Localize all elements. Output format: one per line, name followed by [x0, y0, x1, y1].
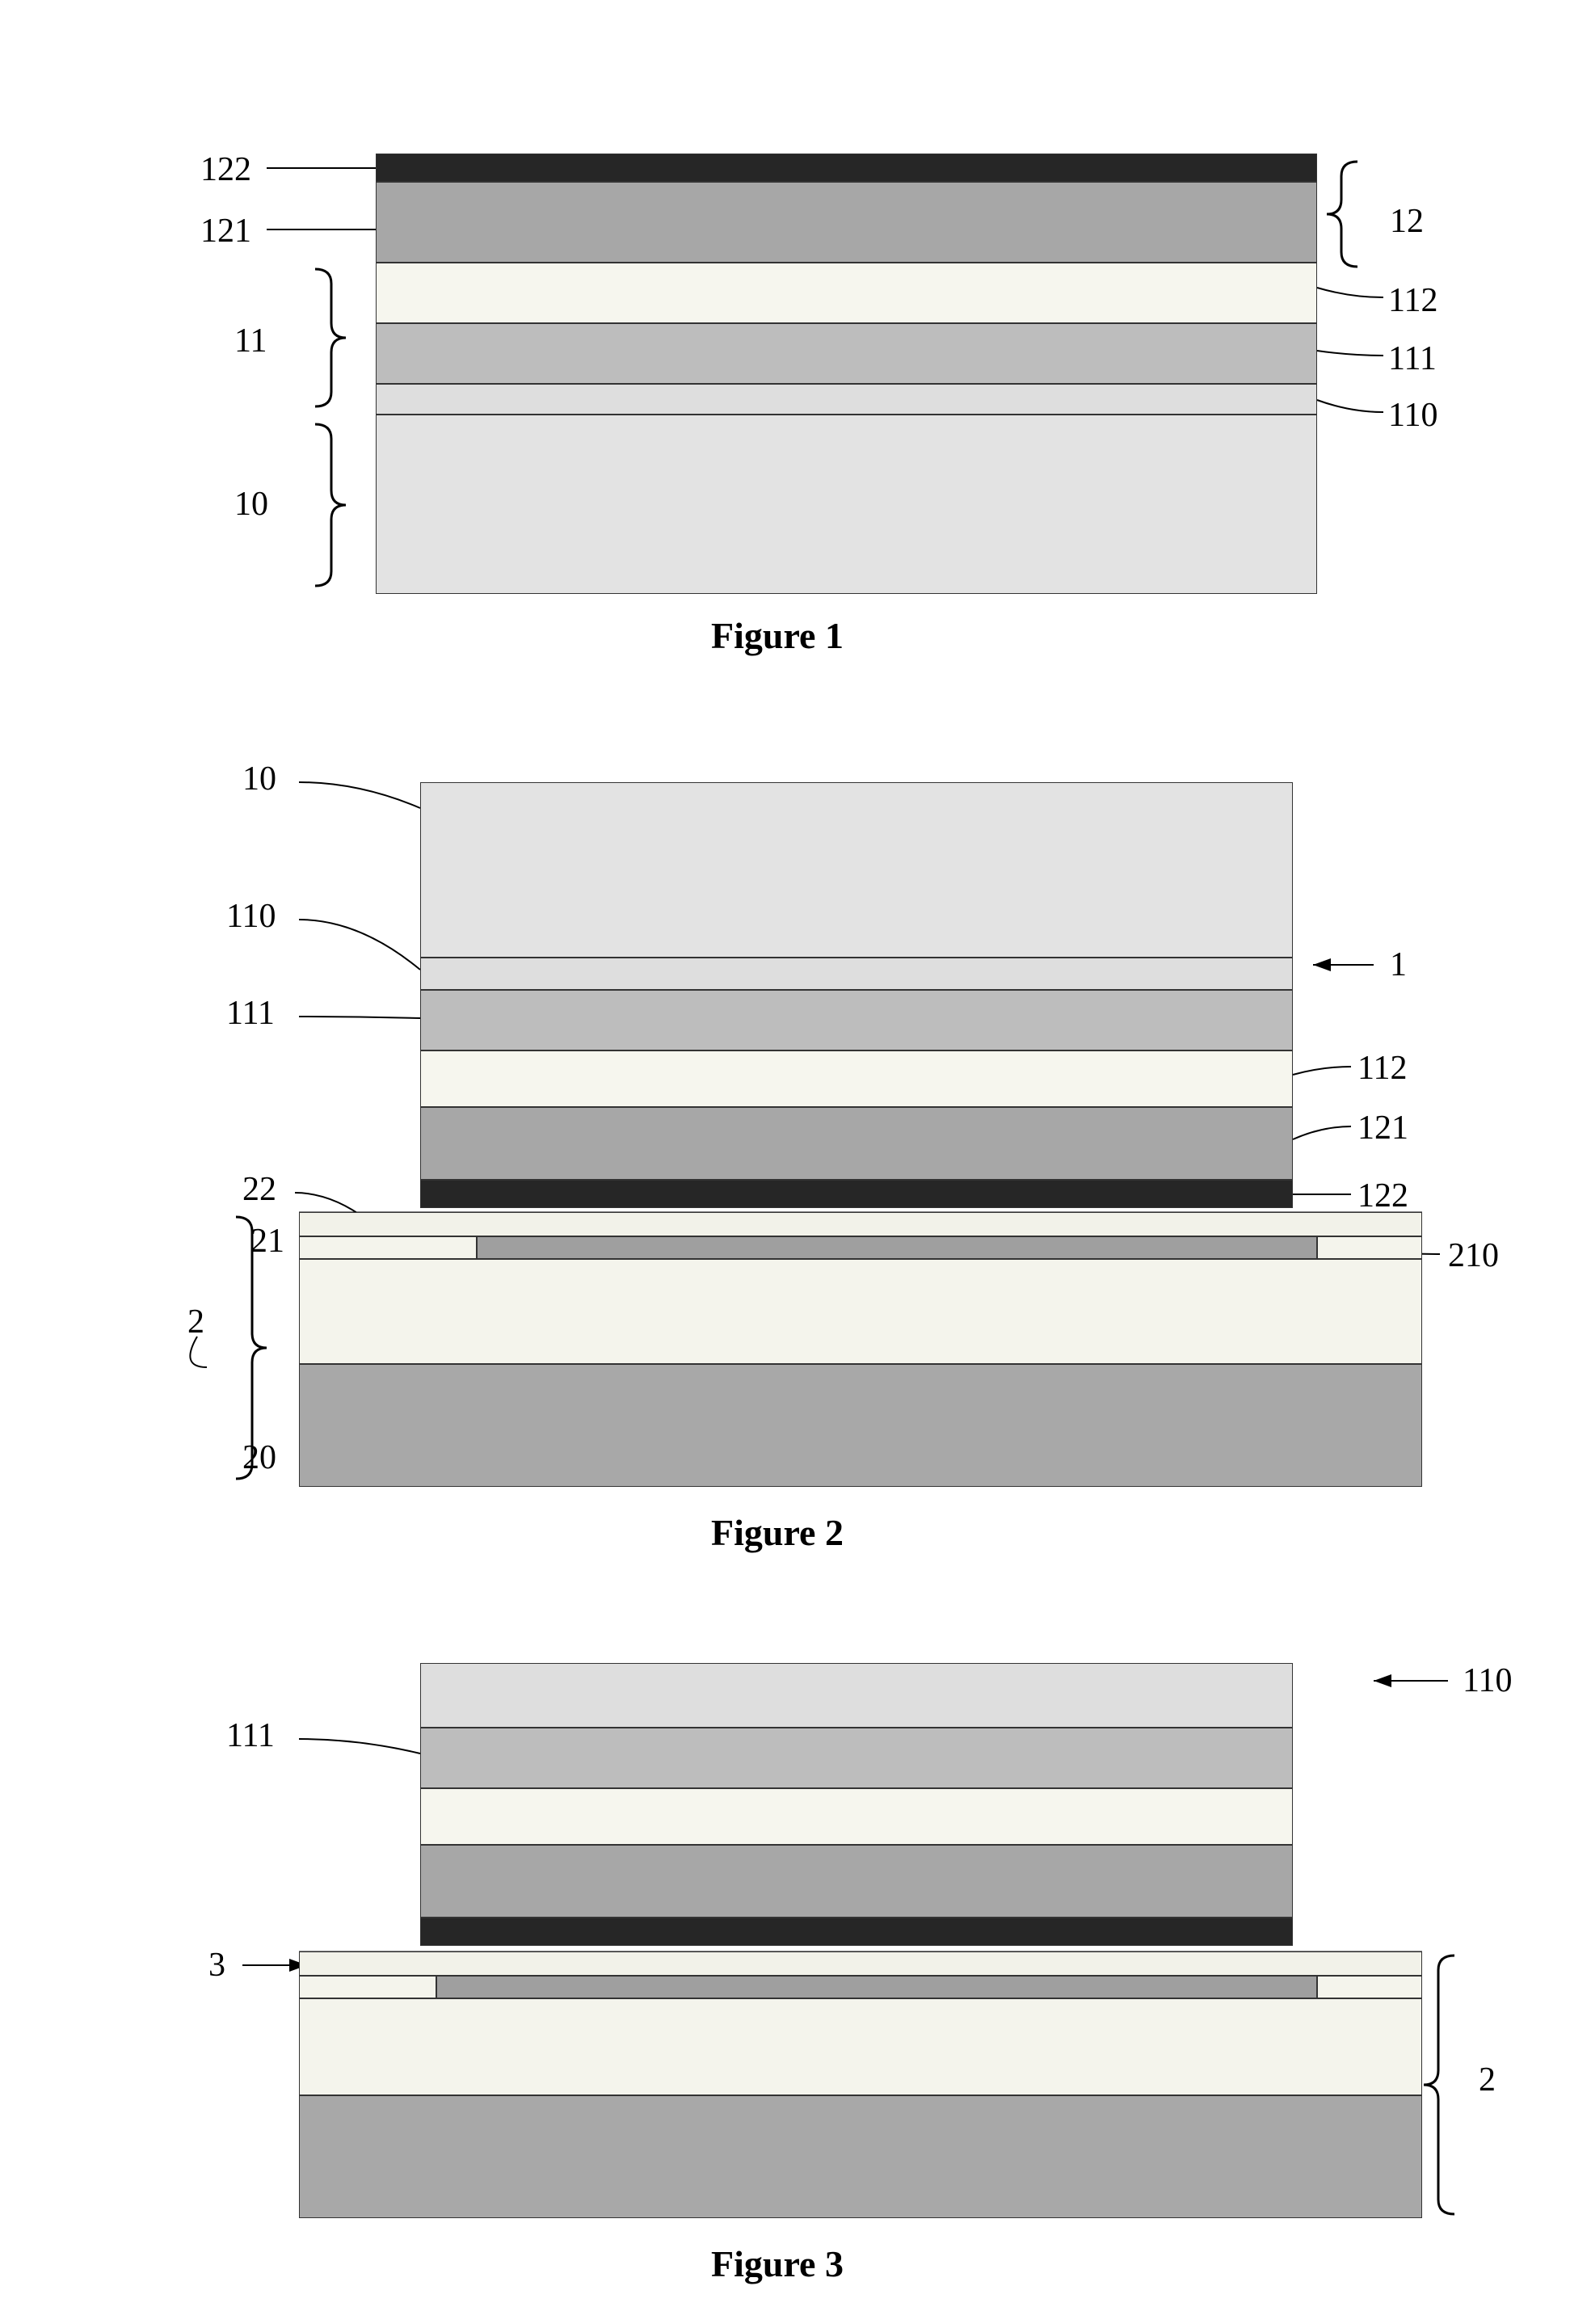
callout-label: 111: [1388, 339, 1437, 378]
layer-121: [420, 1845, 1293, 1918]
layer-210: [477, 1236, 1317, 1259]
callout-label: 22: [242, 1170, 276, 1209]
callout-label: 10: [234, 485, 268, 524]
layer-21l: [299, 1976, 436, 1998]
layer-10: [376, 415, 1317, 594]
layer-112: [420, 1788, 1293, 1845]
layer-122: [420, 1918, 1293, 1946]
callout-label: 1: [1390, 945, 1407, 984]
callout-label: 122: [200, 150, 251, 189]
layer-111: [420, 990, 1293, 1050]
layer-21r: [1317, 1236, 1422, 1259]
layer-110: [376, 384, 1317, 415]
layer-210: [436, 1976, 1317, 1998]
layer-112: [420, 1050, 1293, 1107]
layer-122: [420, 1180, 1293, 1208]
layer-110: [420, 958, 1293, 990]
layer-10: [420, 782, 1293, 958]
layer-111: [420, 1728, 1293, 1788]
callout-label: 3: [208, 1946, 225, 1985]
callout-label: 111: [226, 994, 275, 1033]
figure-caption: Figure 3: [711, 2242, 844, 2285]
callout-label: 110: [1463, 1661, 1512, 1700]
figure-caption: Figure 1: [711, 614, 844, 657]
layer-110: [420, 1663, 1293, 1728]
figure-caption: Figure 2: [711, 1511, 844, 1554]
layer-111: [376, 323, 1317, 384]
layer-21r: [1317, 1976, 1422, 1998]
layer-22: [299, 1951, 1422, 1976]
callout-label: 11: [234, 322, 267, 360]
callout-label: 121: [200, 212, 251, 251]
layer-21l: [299, 1236, 477, 1259]
callout-label: 2: [1479, 2061, 1496, 2099]
layer-122: [376, 154, 1317, 182]
layer-21b: [299, 1998, 1422, 2095]
layer-20: [299, 2095, 1422, 2218]
layer-121: [420, 1107, 1293, 1180]
callout-label: 21: [250, 1222, 284, 1261]
callout-label: 20: [242, 1438, 276, 1477]
callout-label: 2: [187, 1303, 204, 1341]
layer-22: [299, 1212, 1422, 1236]
callout-label: 210: [1448, 1236, 1499, 1275]
callout-label: 110: [1388, 396, 1437, 435]
callout-label: 110: [226, 897, 276, 936]
layer-21b: [299, 1259, 1422, 1364]
callout-label: 112: [1388, 281, 1437, 320]
layer-112: [376, 263, 1317, 323]
callout-label: 121: [1357, 1109, 1408, 1147]
layer-20: [299, 1364, 1422, 1487]
callout-label: 112: [1357, 1049, 1407, 1088]
callout-label: 111: [226, 1716, 275, 1755]
callout-label: 12: [1390, 202, 1424, 241]
callout-label: 122: [1357, 1177, 1408, 1215]
callout-label: 10: [242, 760, 276, 798]
layer-121: [376, 182, 1317, 263]
